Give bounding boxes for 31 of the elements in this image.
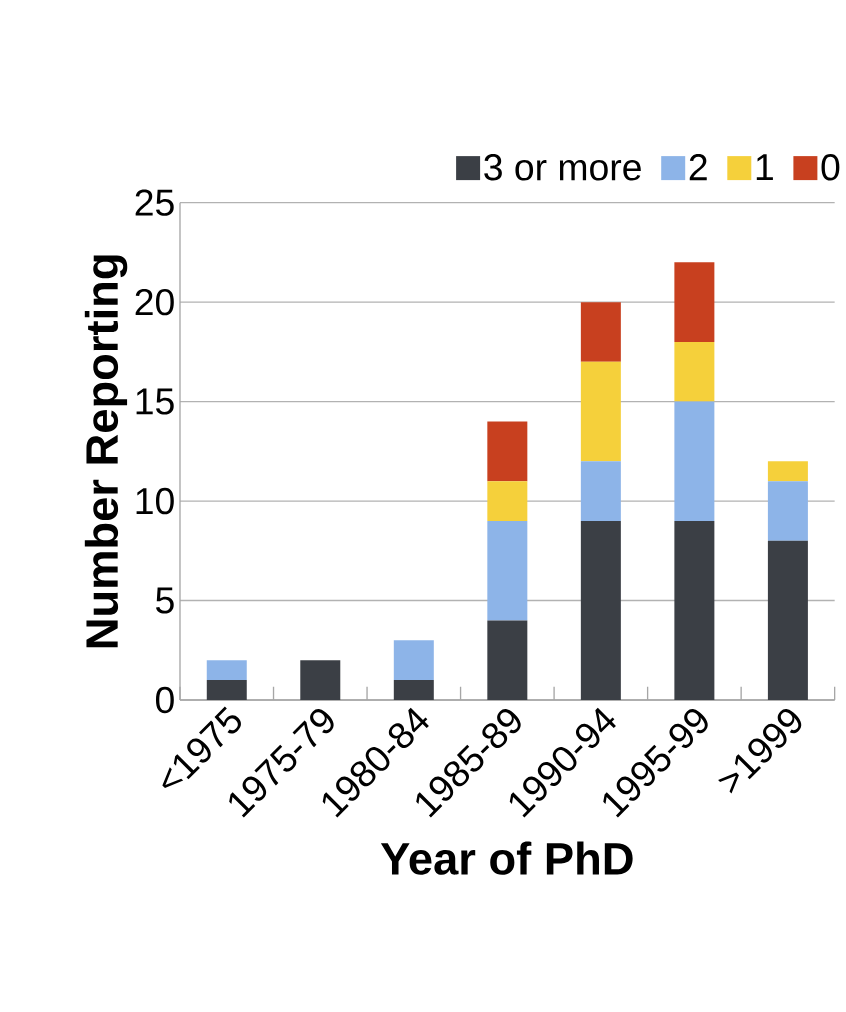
bar (767, 461, 808, 482)
y-tick-label: 25 (135, 189, 174, 216)
bar (206, 680, 247, 700)
bar (393, 640, 434, 681)
bar (393, 680, 434, 700)
y-tick-label: 5 (156, 587, 174, 614)
bar (674, 262, 715, 342)
bar (580, 302, 621, 362)
bar (487, 620, 528, 700)
bar (767, 481, 808, 541)
y-tick-label: 15 (136, 388, 174, 415)
bar (580, 461, 621, 521)
legend-label: 1 (756, 154, 773, 180)
bar (487, 421, 528, 482)
bar (767, 540, 808, 700)
bar (580, 361, 621, 462)
y-tick-label: 10 (136, 487, 174, 515)
bar (487, 520, 528, 621)
bar (300, 660, 341, 700)
bar (206, 660, 247, 681)
bar (674, 341, 715, 402)
legend-label: 3 or more (484, 154, 641, 181)
y-tick-label: 20 (135, 288, 174, 316)
bar (674, 520, 715, 700)
x-axis-title: Year of PhD (380, 841, 633, 875)
legend-label: 2 (689, 154, 707, 181)
bar (487, 481, 528, 521)
bar (580, 520, 621, 700)
legend-label: 0 (821, 154, 840, 181)
bar (674, 401, 715, 521)
y-axis-title: Number Reporting (84, 255, 128, 648)
